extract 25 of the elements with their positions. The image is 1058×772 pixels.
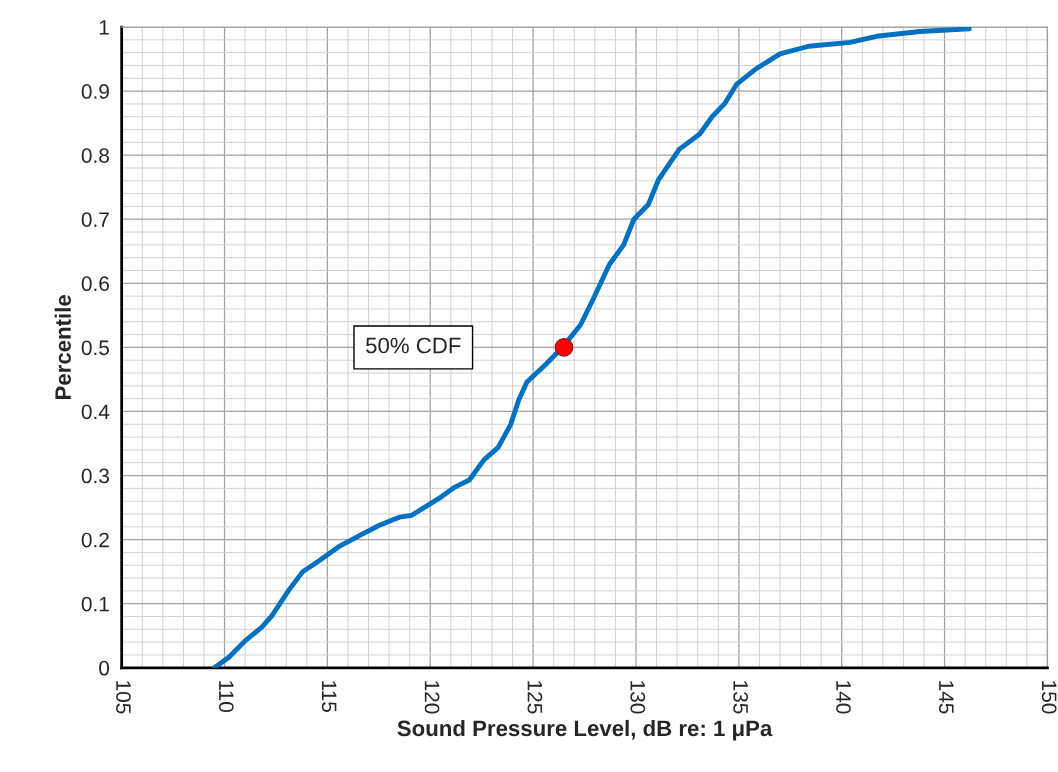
x-axis-title: Sound Pressure Level, dB re: 1 μPa — [397, 719, 773, 741]
x-tick-label: 150 — [1041, 681, 1057, 714]
y-tick-label: 0.4 — [81, 404, 110, 420]
y-tick-label: 0.8 — [81, 148, 109, 163]
x-tick-label: 140 — [836, 681, 851, 714]
y-tick-label: 0.5 — [81, 340, 109, 356]
x-tick-label: 110 — [218, 681, 234, 712]
annotation: 50% CDF — [366, 337, 461, 354]
x-tick-label: 125 — [527, 681, 543, 714]
x-tick-label: 105 — [116, 681, 131, 714]
line-series — [211, 27, 972, 668]
x-tick-label: 130 — [630, 681, 646, 714]
y-axis-title: Percentile — [54, 295, 71, 400]
y-tick-label: 0.2 — [81, 532, 109, 548]
y-tick-label: 0.3 — [81, 468, 109, 484]
x-tick-label: 145 — [938, 681, 954, 714]
y-tick-label: 0.6 — [81, 276, 109, 292]
x-tick-label: 115 — [321, 681, 337, 712]
y-tick-label: 0.1 — [81, 596, 109, 612]
x-tick-label: 120 — [424, 681, 440, 714]
x-tick-label: 135 — [733, 681, 748, 714]
y-tick-label: 0 — [99, 660, 110, 676]
y-tick-label: 1 — [99, 20, 109, 35]
y-tick-label: 0.7 — [81, 212, 109, 227]
y-tick-label: 0.9 — [81, 84, 109, 99]
